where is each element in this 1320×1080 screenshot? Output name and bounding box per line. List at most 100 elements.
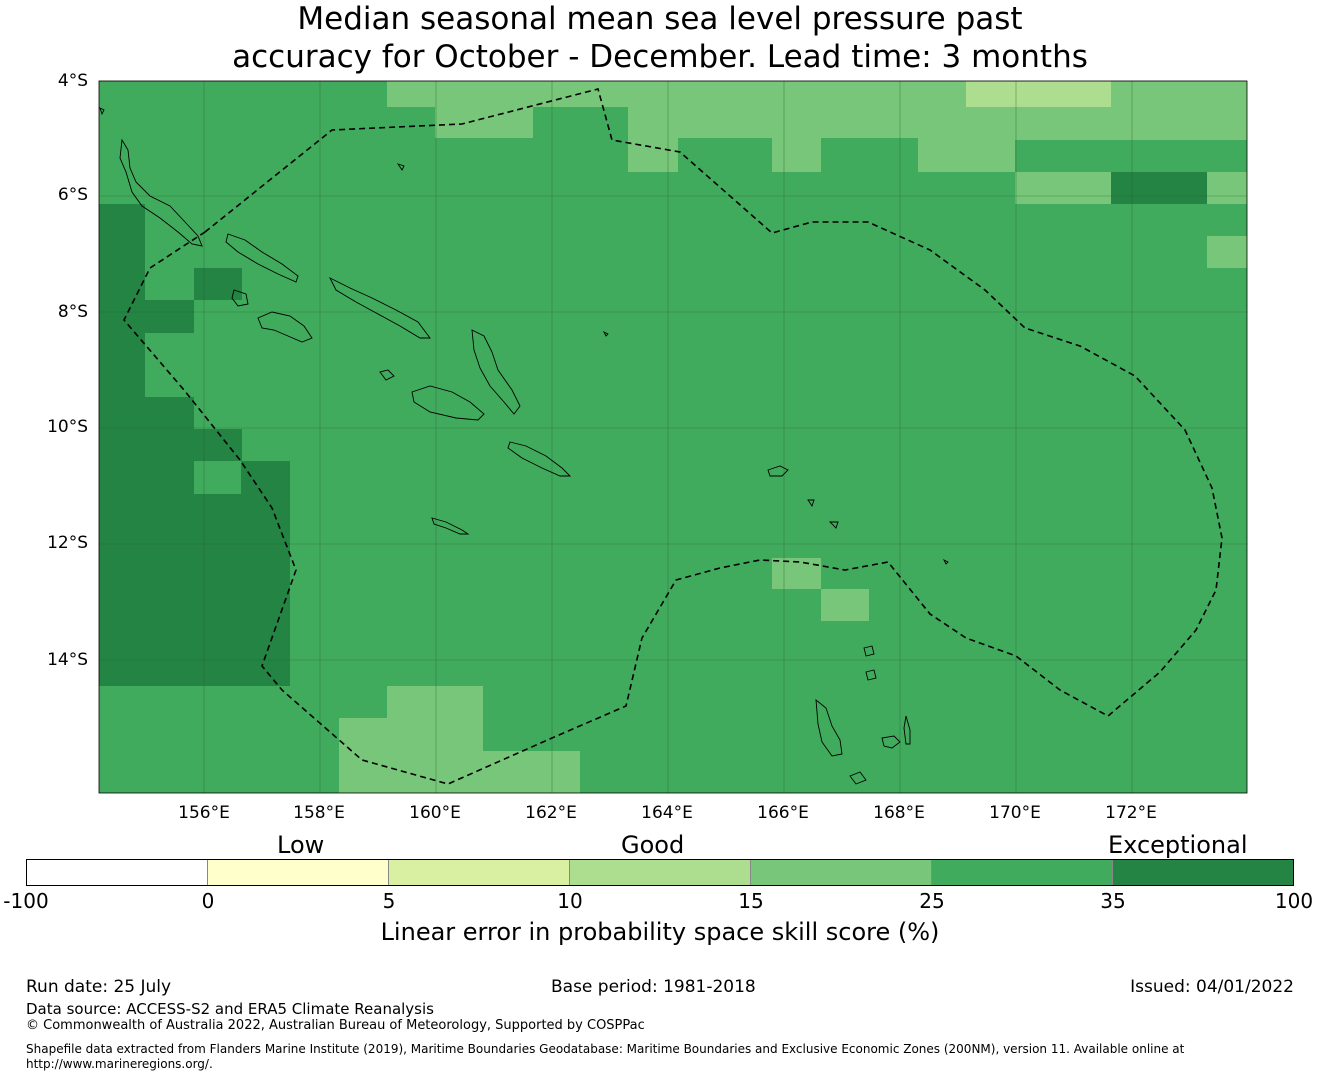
skill-cell-5	[966, 81, 1111, 107]
malakula-island	[881, 735, 901, 749]
skill-cell-1	[387, 81, 533, 107]
lat-label-12s: 12°S	[47, 533, 88, 553]
skill-cell-18	[99, 300, 194, 333]
colorbar-tick-10: 10	[557, 889, 583, 913]
category-good: Good	[621, 831, 685, 859]
islands-outline	[99, 107, 949, 785]
santa-isabel-island	[328, 276, 431, 339]
guadalcanal-island	[411, 385, 485, 421]
skill-cell-30	[339, 782, 580, 793]
lon-label-166e: 166°E	[757, 803, 809, 823]
skill-cell-9	[628, 138, 678, 172]
lat-label-4s: 4°S	[57, 71, 88, 91]
nissan-island	[99, 107, 105, 116]
shapefile-credit-line-2: http://www.marineregions.org/.	[26, 1057, 213, 1071]
eez-boundary	[123, 88, 1223, 785]
colorbar-frame	[26, 859, 1294, 886]
issued-date: Issued: 04/01/2022	[1130, 977, 1294, 997]
makira-island	[507, 441, 572, 477]
map-frame	[98, 80, 1248, 794]
utupua-island	[828, 521, 839, 529]
skill-cell-17	[194, 268, 242, 300]
skill-cell-20	[99, 397, 194, 429]
skill-cell-13	[1207, 172, 1247, 204]
lon-label-168e: 168°E	[873, 803, 925, 823]
colorbar-bin-4	[570, 859, 751, 885]
choiseul-island	[225, 233, 299, 283]
ndeni-island	[767, 465, 789, 477]
rennell-island	[431, 517, 470, 535]
skill-cell-15	[1207, 236, 1247, 268]
lat-label-6s: 6°S	[57, 185, 88, 205]
skill-cell-27	[387, 686, 483, 718]
skill-cell-12	[1015, 172, 1111, 204]
skill-cell-29	[339, 751, 580, 782]
skill-cell-6	[1111, 81, 1247, 107]
vanua-lava-island	[863, 645, 875, 657]
ontong-java-atoll	[396, 163, 405, 171]
lat-label-8s: 8°S	[57, 302, 88, 322]
lat-label-10s: 10°S	[47, 417, 88, 437]
lon-label-158e: 158°E	[293, 803, 345, 823]
lon-label-162e: 162°E	[525, 803, 577, 823]
malaita-island	[471, 329, 521, 415]
lon-label-172e: 172°E	[1105, 803, 1157, 823]
sikaiana-atoll	[602, 330, 609, 337]
russell-island	[379, 369, 395, 381]
colorbar-tick-5: 5	[382, 889, 396, 913]
category-low: Low	[277, 831, 325, 859]
skill-cell-22	[99, 461, 194, 494]
lat-label-14s: 14°S	[47, 650, 88, 670]
skill-cell-4	[628, 81, 966, 107]
colorbar-tick-15: 15	[738, 889, 764, 913]
ambae-island	[849, 771, 867, 785]
tikopia-island	[942, 558, 949, 565]
data-source: Data source: ACCESS-S2 and ERA5 Climate …	[26, 1000, 434, 1018]
colorbar-tick-25: 25	[919, 889, 945, 913]
bougainville-island	[119, 138, 203, 247]
colorbar-bin-3	[389, 859, 570, 885]
skill-cell-26	[821, 589, 869, 621]
skill-cell-24	[99, 494, 290, 686]
skill-grid-cells	[99, 81, 1247, 793]
title-line-2: accuracy for October - December. Lead ti…	[232, 39, 1088, 75]
skill-cell-7	[628, 107, 966, 138]
colorbar-bin-5	[751, 859, 932, 885]
colorbar-bin-2	[208, 859, 389, 885]
base-period: Base period: 1981-2018	[551, 977, 756, 997]
chart-title: Median seasonal mean sea level pressure …	[0, 0, 1320, 76]
colorbar-bin-1	[26, 859, 208, 885]
lon-label-160e: 160°E	[409, 803, 461, 823]
colorbar-tick-35: 35	[1100, 889, 1126, 913]
skill-cell-23	[241, 461, 290, 494]
gaua-island	[865, 669, 877, 681]
colorbar-tick-100: 100	[1274, 889, 1314, 913]
skill-cell-21	[99, 429, 242, 461]
new-georgia-island	[257, 311, 313, 343]
espiritu-santo-island	[815, 698, 843, 757]
colorbar-tick-0: 0	[201, 889, 215, 913]
skill-cell-8	[966, 107, 1247, 140]
lon-label-156e: 156°E	[178, 803, 230, 823]
skill-cell-10	[772, 138, 821, 172]
skill-cell-19	[99, 333, 145, 397]
colorbar-tick-minus100: -100	[3, 889, 49, 913]
skill-cell-2	[435, 107, 533, 138]
skill-cell-16	[99, 204, 145, 300]
skill-score-map	[98, 80, 1248, 794]
pentecost-island	[903, 715, 911, 745]
vanikoro-island	[807, 499, 815, 508]
colorbar-axis-label: Linear error in probability space skill …	[380, 918, 940, 946]
title-line-1: Median seasonal mean sea level pressure …	[297, 1, 1023, 37]
skill-cell-14	[1111, 172, 1207, 204]
vella-lavella-island	[231, 289, 249, 307]
skill-cell-25	[772, 558, 821, 589]
lon-label-170e: 170°E	[989, 803, 1041, 823]
skill-cell-11	[918, 138, 1015, 172]
shapefile-credit-line-1: Shapefile data extracted from Flanders M…	[26, 1042, 1185, 1056]
category-exceptional: Exceptional	[1108, 831, 1248, 859]
copyright: © Commonwealth of Australia 2022, Austra…	[26, 1018, 645, 1033]
skill-cell-28	[339, 718, 483, 751]
colorbar-bin-6	[932, 859, 1113, 885]
colorbar-bin-7	[1113, 859, 1294, 885]
